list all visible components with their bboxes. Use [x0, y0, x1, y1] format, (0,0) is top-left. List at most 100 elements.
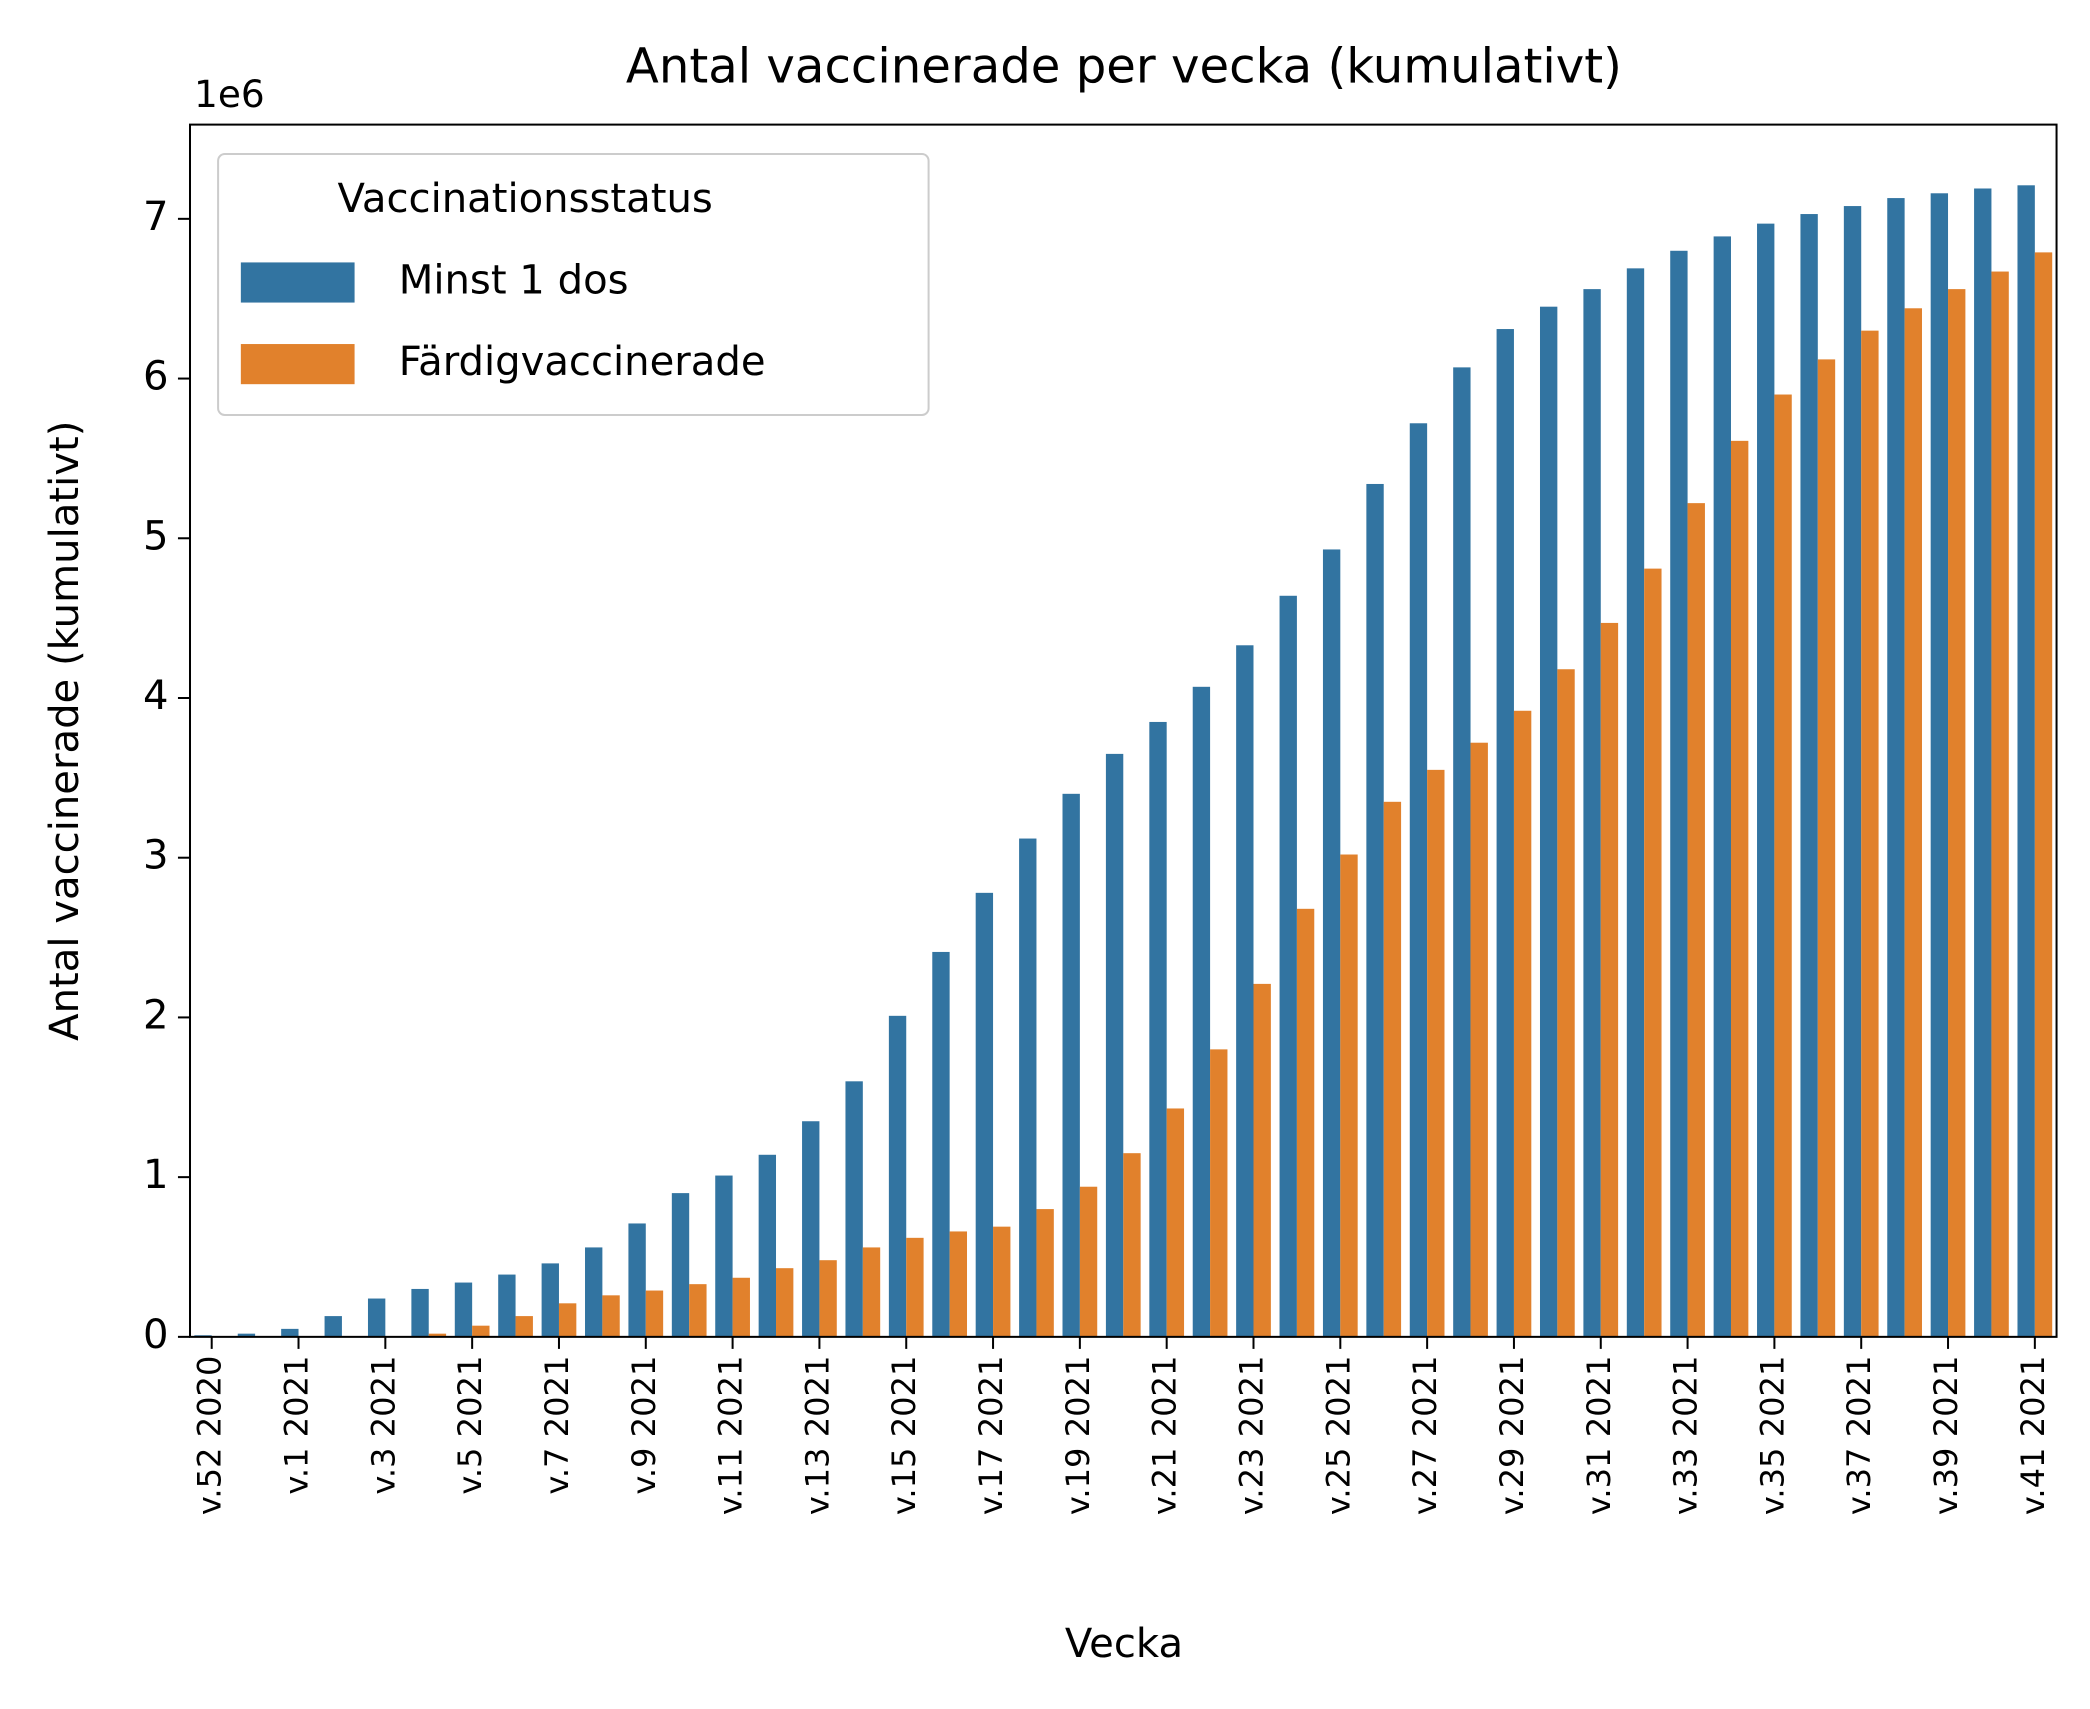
bar — [993, 1226, 1011, 1337]
bar — [1730, 440, 1749, 1337]
x-tick-label: v.13 2021 — [798, 1356, 836, 1516]
bar — [671, 1193, 690, 1337]
bar — [454, 1282, 473, 1337]
x-axis-label: Vecka — [1065, 1621, 1183, 1667]
bar — [1817, 359, 1836, 1337]
legend-label: Färdigvaccinerade — [399, 339, 766, 385]
bar — [281, 1328, 299, 1337]
bar — [1757, 223, 1775, 1337]
bar — [1887, 198, 1905, 1337]
bar — [367, 1298, 386, 1337]
legend-box — [217, 153, 930, 416]
bar — [1192, 686, 1211, 1337]
x-tick-label: v.25 2021 — [1319, 1356, 1357, 1516]
bar — [949, 1231, 968, 1337]
bar — [585, 1247, 603, 1337]
plot-frame — [188, 123, 2058, 1338]
bar — [602, 1295, 620, 1337]
x-tick-label: v.39 2021 — [1927, 1356, 1965, 1516]
y-axis-label: Antal vaccinerade (kumulativt) — [42, 421, 88, 1041]
bar — [1236, 645, 1254, 1337]
x-tick-label: v.31 2021 — [1580, 1356, 1618, 1516]
bar — [689, 1284, 707, 1337]
bar — [1427, 769, 1445, 1337]
bar — [1019, 838, 1037, 1337]
bar — [1105, 753, 1124, 1337]
bar — [1930, 193, 1949, 1337]
bar — [472, 1325, 490, 1337]
bar — [1644, 568, 1662, 1337]
bar — [776, 1268, 794, 1337]
bar — [1974, 188, 1992, 1337]
bar — [1496, 329, 1514, 1337]
y-offset-label: 1e6 — [194, 72, 265, 116]
legend-title: Vaccinationsstatus — [338, 176, 713, 222]
bar — [1062, 793, 1080, 1337]
bar — [1149, 721, 1167, 1337]
x-tick-label: v.21 2021 — [1146, 1356, 1184, 1516]
bar — [645, 1290, 664, 1337]
legend-swatch — [240, 262, 355, 303]
bar — [1774, 394, 1792, 1337]
y-tick-label: 6 — [143, 354, 169, 400]
bar — [845, 1081, 863, 1337]
chart-title: Antal vaccinerade per vecka (kumulativt) — [626, 39, 1622, 95]
x-tick-label: v.27 2021 — [1406, 1356, 1444, 1516]
bar — [1409, 423, 1428, 1337]
x-tick-label: v.3 2021 — [364, 1356, 402, 1495]
bar — [1296, 908, 1315, 1337]
bar — [1513, 710, 1532, 1337]
bar — [1843, 206, 1862, 1337]
bar — [802, 1121, 820, 1337]
bar — [237, 1333, 256, 1337]
bar — [1539, 306, 1558, 1337]
bar — [515, 1316, 533, 1337]
x-tick-label: v.23 2021 — [1232, 1356, 1270, 1516]
bar — [1453, 367, 1471, 1337]
bar — [906, 1237, 924, 1337]
legend-swatch — [240, 344, 355, 385]
bar — [1166, 1108, 1185, 1337]
bar — [1557, 669, 1575, 1337]
x-tick-label: v.7 2021 — [538, 1356, 576, 1495]
bar — [732, 1277, 750, 1337]
bar — [2017, 185, 2035, 1337]
bar — [932, 951, 950, 1337]
bar — [1991, 271, 2009, 1337]
bar — [1687, 503, 1705, 1337]
bar — [1800, 214, 1818, 1337]
x-tick-label: v.5 2021 — [451, 1356, 489, 1495]
x-tick-label: v.41 2021 — [2014, 1356, 2052, 1516]
y-tick-label: 0 — [143, 1312, 169, 1358]
bar — [758, 1154, 777, 1337]
x-tick-label: v.15 2021 — [885, 1356, 923, 1516]
y-tick-label: 5 — [143, 513, 169, 559]
bar — [975, 892, 994, 1337]
bar — [558, 1303, 577, 1337]
bar — [1600, 622, 1619, 1337]
x-tick-label: v.1 2021 — [278, 1356, 316, 1495]
bar — [1322, 549, 1341, 1337]
bar — [1583, 289, 1601, 1337]
bar — [819, 1260, 837, 1337]
bar — [715, 1175, 733, 1337]
bar — [541, 1263, 559, 1337]
bar — [428, 1333, 447, 1337]
x-tick-label: v.37 2021 — [1840, 1356, 1878, 1516]
bar — [888, 1015, 907, 1337]
bar — [1948, 289, 1966, 1337]
bar — [1366, 483, 1384, 1337]
y-tick-label: 3 — [143, 833, 169, 879]
bar — [1904, 308, 1922, 1337]
legend-label: Minst 1 dos — [399, 257, 629, 303]
x-tick-label: v.35 2021 — [1753, 1356, 1791, 1516]
bar — [1626, 268, 1645, 1337]
bar — [1036, 1209, 1054, 1337]
bar — [1713, 236, 1731, 1337]
bar — [411, 1288, 429, 1337]
bar — [1470, 742, 1488, 1337]
bar — [324, 1316, 342, 1337]
bar — [1383, 801, 1402, 1337]
bar — [2034, 252, 2053, 1337]
